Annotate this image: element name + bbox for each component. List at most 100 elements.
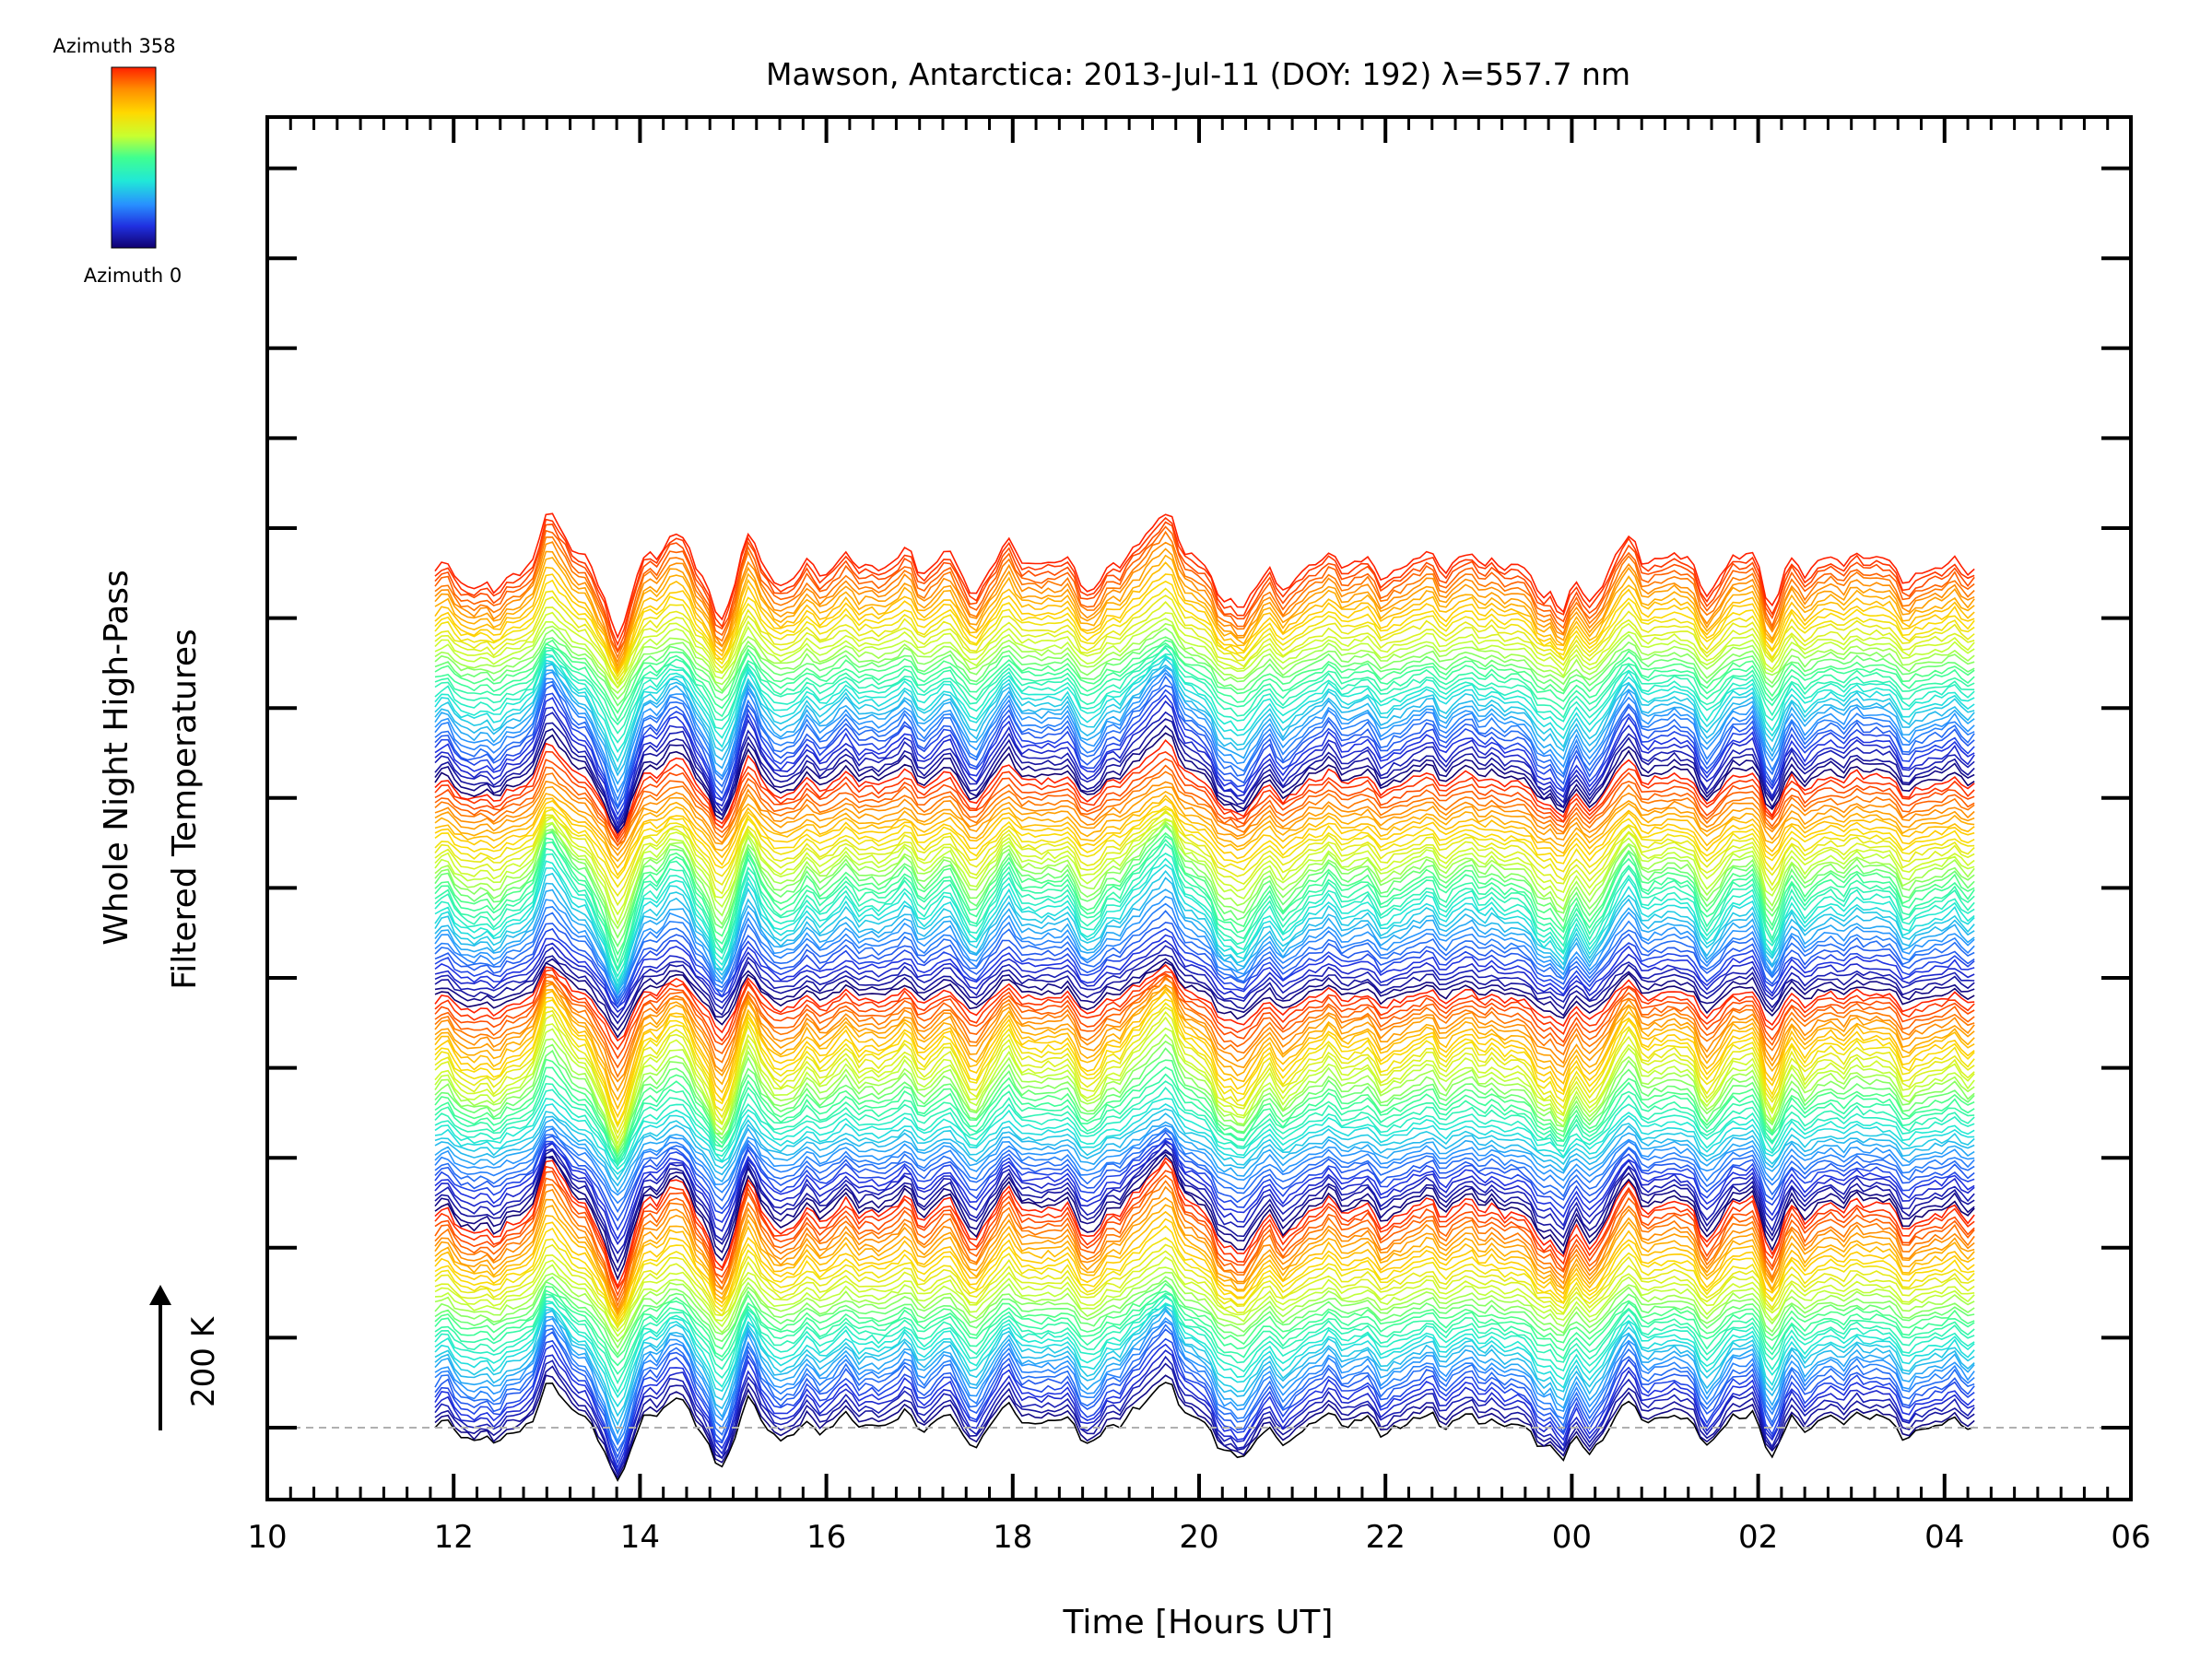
temperature-trace <box>434 1301 1975 1399</box>
scale-arrow-head <box>149 1285 171 1305</box>
temperature-trace <box>434 1271 1975 1343</box>
temperature-trace <box>434 902 1975 999</box>
temperature-trace <box>434 816 1975 916</box>
x-tick-label: 20 <box>1179 1519 1218 1556</box>
temperature-trace <box>434 758 1975 844</box>
temperature-trace <box>434 1316 1975 1443</box>
temperature-trace <box>434 1080 1975 1168</box>
temperature-trace <box>434 1303 1975 1408</box>
temperature-trace <box>434 525 1975 654</box>
temperature-trace <box>434 694 1975 821</box>
temperature-trace <box>434 1180 1975 1308</box>
temperature-trace <box>434 587 1975 678</box>
temperature-trace <box>434 780 1975 852</box>
temperature-trace <box>434 853 1975 979</box>
temperature-trace <box>434 963 1975 1042</box>
temperature-trace <box>434 601 1975 686</box>
temperature-trace <box>434 842 1975 972</box>
colorbar: Azimuth 358 Azimuth 0 <box>53 35 182 287</box>
temperature-trace <box>434 1296 1975 1394</box>
temperature-trace <box>434 1148 1975 1265</box>
temperature-trace <box>434 825 1975 948</box>
x-tick-label: 00 <box>1552 1519 1592 1556</box>
temperature-trace <box>434 611 1975 689</box>
x-tick-label: 22 <box>1366 1519 1406 1556</box>
temperature-trace <box>434 895 1975 996</box>
temperature-trace <box>434 684 1975 810</box>
colorbar-gradient <box>111 66 157 249</box>
x-tick-label: 04 <box>1924 1519 1964 1556</box>
temperature-trace <box>434 954 1975 1025</box>
temperature-trace <box>434 675 1975 809</box>
temperature-trace <box>434 1305 1975 1418</box>
colorbar-bottom-label: Azimuth 0 <box>84 265 182 287</box>
temperature-trace <box>434 927 1975 1009</box>
temperature-trace <box>434 1337 1975 1465</box>
temperature-trace <box>434 1320 1975 1446</box>
temperature-trace <box>434 1011 1975 1141</box>
temperature-trace <box>434 797 1975 877</box>
temperature-trace <box>434 982 1975 1093</box>
temperature-trace <box>434 839 1975 971</box>
x-tick-label: 02 <box>1738 1519 1778 1556</box>
temperature-trace <box>434 1153 1975 1281</box>
temperature-trace <box>434 1174 1975 1302</box>
temperature-trace <box>434 831 1975 957</box>
temperature-trace <box>434 972 1975 1060</box>
temperature-trace <box>434 934 1975 1008</box>
temperature-trace <box>434 1033 1975 1154</box>
temperature-trace <box>434 990 1975 1119</box>
temperature-trace <box>434 1225 1975 1324</box>
temperature-trace <box>434 663 1975 777</box>
temperature-traces <box>434 512 1975 1482</box>
temperature-trace <box>434 1355 1975 1473</box>
x-tick-label: 12 <box>434 1519 474 1556</box>
temperature-trace <box>434 988 1975 1111</box>
temperature-trace <box>434 573 1975 673</box>
temperature-trace <box>434 1185 1975 1312</box>
temperature-trace <box>434 724 1975 831</box>
temperature-trace <box>434 644 1975 726</box>
temperature-trace <box>434 1343 1975 1470</box>
temperature-trace <box>434 642 1975 723</box>
temperature-trace <box>434 888 1975 994</box>
temperature-trace <box>434 1016 1975 1146</box>
x-axis-ticks <box>265 117 2133 1500</box>
temperature-trace <box>434 750 1975 841</box>
x-axis-label: Time [Hours UT] <box>1063 1604 1334 1641</box>
temperature-trace <box>434 1097 1975 1171</box>
temperature-trace <box>434 554 1975 672</box>
temperature-trace <box>434 809 1975 898</box>
temperature-trace <box>434 1157 1975 1288</box>
temperature-trace <box>434 835 1975 964</box>
temperature-trace <box>434 1289 1975 1367</box>
temperature-trace <box>434 512 1975 640</box>
temperature-trace <box>434 960 1975 1039</box>
temperature-trace <box>434 1237 1975 1326</box>
temperature-trace <box>434 530 1975 660</box>
temperature-trace <box>434 998 1975 1126</box>
temperature-trace <box>434 732 1975 834</box>
temperature-trace <box>434 738 1975 838</box>
x-axis-tick-labels: 10 12 14 16 18 20 22 00 02 04 06 <box>247 1519 2150 1556</box>
temperature-trace <box>434 516 1975 647</box>
temperature-trace <box>434 656 1975 763</box>
temperature-trace <box>434 594 1975 682</box>
temperature-trace <box>434 1292 1975 1375</box>
temperature-trace <box>434 1307 1975 1427</box>
temperature-trace <box>434 1264 1975 1337</box>
temperature-trace <box>434 711 1975 830</box>
y-axis-label-line2: Filtered Temperatures <box>166 629 204 990</box>
temperature-trace <box>434 1002 1975 1129</box>
temperature-trace <box>434 688 1975 817</box>
temperature-trace <box>434 945 1975 1018</box>
temperature-trace <box>434 1142 1975 1255</box>
x-tick-label: 06 <box>2111 1519 2150 1556</box>
temperature-trace <box>434 820 1975 930</box>
temperature-trace <box>434 822 1975 939</box>
temperature-trace <box>434 622 1975 695</box>
x-tick-label: 14 <box>620 1519 660 1556</box>
temperature-trace <box>434 653 1975 744</box>
temperature-trace <box>434 1160 1975 1290</box>
y-axis-label: Whole Night High-Pass Filtered Temperatu… <box>98 570 204 990</box>
